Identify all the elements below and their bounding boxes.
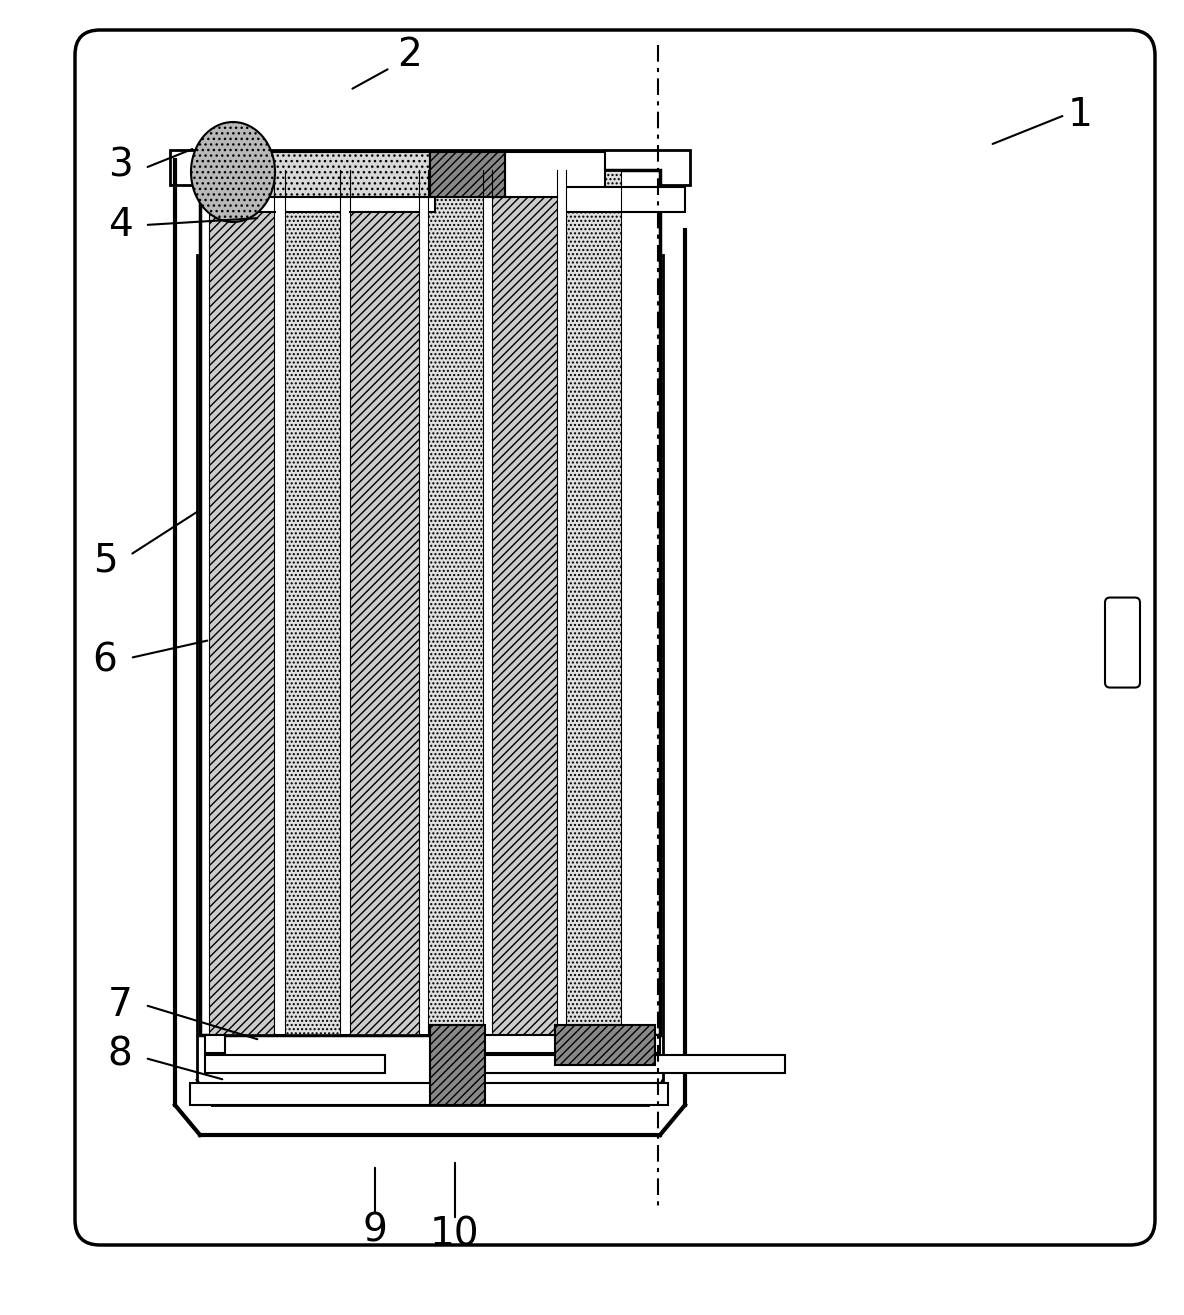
Bar bbox=[565, 187, 686, 212]
Bar bbox=[483, 171, 493, 1034]
Ellipse shape bbox=[191, 122, 275, 222]
Text: 10: 10 bbox=[430, 1216, 480, 1255]
Text: 5: 5 bbox=[92, 540, 117, 579]
Bar bbox=[430, 1024, 485, 1105]
FancyBboxPatch shape bbox=[1105, 597, 1140, 688]
Bar bbox=[220, 187, 435, 212]
Bar bbox=[234, 153, 430, 197]
Text: 3: 3 bbox=[108, 146, 133, 184]
Bar bbox=[285, 171, 340, 1034]
Bar bbox=[556, 171, 566, 1034]
Bar bbox=[200, 170, 659, 1035]
Text: 7: 7 bbox=[108, 986, 133, 1024]
Bar bbox=[205, 1055, 385, 1073]
Bar bbox=[276, 171, 285, 1034]
FancyBboxPatch shape bbox=[75, 30, 1156, 1245]
Text: 8: 8 bbox=[108, 1036, 133, 1074]
Bar bbox=[506, 153, 605, 197]
Bar bbox=[566, 171, 620, 1034]
Bar bbox=[349, 171, 418, 1034]
Bar bbox=[418, 171, 427, 1034]
Text: 6: 6 bbox=[92, 640, 117, 679]
Bar bbox=[170, 150, 690, 185]
Bar bbox=[555, 1024, 655, 1065]
Bar bbox=[455, 1055, 785, 1073]
Bar bbox=[210, 171, 274, 1034]
Text: 2: 2 bbox=[398, 36, 423, 74]
Text: 9: 9 bbox=[362, 1211, 387, 1249]
Text: 4: 4 bbox=[108, 206, 133, 245]
Text: 1: 1 bbox=[1068, 96, 1093, 134]
Bar bbox=[493, 171, 556, 1034]
Bar bbox=[340, 171, 349, 1034]
Bar bbox=[189, 1084, 668, 1105]
Bar bbox=[205, 1035, 225, 1053]
Bar bbox=[430, 153, 506, 197]
Bar bbox=[427, 171, 483, 1034]
Bar bbox=[480, 1035, 659, 1053]
